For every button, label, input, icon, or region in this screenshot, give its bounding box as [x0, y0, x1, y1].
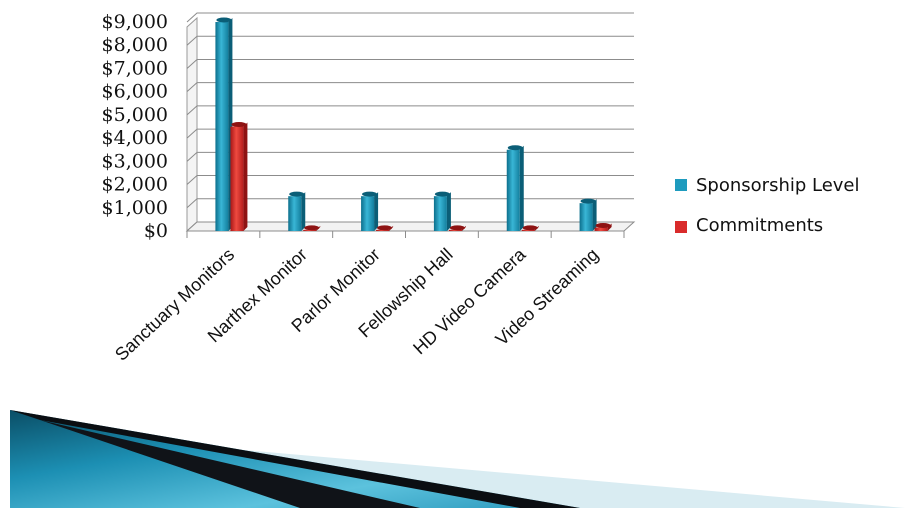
bar-commitments: [230, 122, 248, 231]
bar-commitments: [376, 225, 394, 231]
legend-item-commitments: Commitments: [675, 215, 823, 236]
legend: Sponsorship Level Commitments: [675, 175, 860, 236]
gridline: [186, 58, 634, 69]
y-tick-label: $1,000: [102, 197, 168, 219]
y-tick-label: $9,000: [102, 11, 168, 33]
legend-swatch-commitments: [675, 221, 687, 233]
gridline: [186, 35, 634, 46]
y-tick-label: $3,000: [102, 150, 168, 172]
gridline: [186, 198, 634, 209]
y-tick-label: $0: [144, 220, 168, 242]
bar-sponsorship-level: [506, 145, 524, 231]
bar-commitments: [448, 225, 466, 231]
x-tick-label: Sanctuary Monitors: [111, 244, 238, 364]
plot-floor: [185, 221, 636, 232]
bar-commitments: [303, 225, 321, 231]
decorative-swoosh: [10, 410, 905, 508]
gridline: [186, 12, 634, 23]
bar-sponsorship-level: [288, 191, 306, 231]
bar-sponsorship-level: [215, 17, 233, 231]
gridline: [186, 82, 634, 93]
legend-label-commitments: Commitments: [696, 215, 823, 236]
gridline: [186, 175, 634, 185]
bar-commitments: [594, 223, 612, 231]
y-tick-label: $8,000: [102, 34, 168, 56]
y-axis-ticks: $0$1,000$2,000$3,000$4,000$5,000$6,000$7…: [102, 11, 168, 242]
bars: [215, 17, 612, 231]
grid: [185, 12, 636, 238]
bar-commitments: [521, 225, 539, 231]
legend-label-sponsorship-level: Sponsorship Level: [696, 175, 860, 196]
gridline: [186, 105, 634, 116]
legend-item-sponsorship-level: Sponsorship Level: [675, 175, 860, 196]
bar-sponsorship-level: [361, 191, 379, 231]
y-tick-label: $2,000: [102, 174, 168, 196]
gridline: [186, 128, 634, 139]
y-tick-label: $5,000: [102, 104, 168, 126]
gridline: [186, 151, 634, 162]
bar-sponsorship-level: [433, 191, 451, 231]
y-tick-label: $4,000: [102, 127, 168, 149]
plot-depth-wall: [186, 16, 198, 233]
y-tick-label: $6,000: [102, 81, 168, 103]
y-tick-label: $7,000: [102, 57, 168, 79]
legend-swatch-sponsorship-level: [675, 179, 687, 191]
bar-sponsorship-level: [579, 198, 597, 231]
